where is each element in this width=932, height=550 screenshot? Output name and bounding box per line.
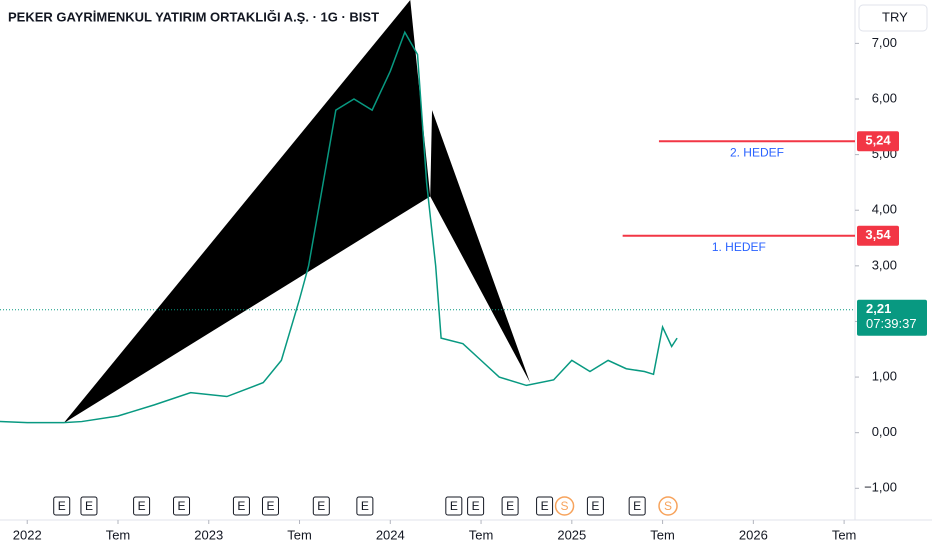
- event-label: E: [58, 499, 66, 513]
- y-tick-label: 3,00: [872, 257, 897, 272]
- target-name: 2. HEDEF: [730, 145, 784, 159]
- event-marker: [536, 496, 554, 516]
- event-marker: [261, 496, 279, 516]
- x-tick-label: 2024: [376, 527, 405, 542]
- event-marker: [554, 496, 575, 516]
- x-tick-label: 2022: [13, 527, 42, 542]
- x-tick-label: Tem: [287, 527, 312, 542]
- y-tick-label: 7,00: [872, 35, 897, 50]
- event-label: S: [561, 499, 569, 513]
- harmonic-pattern: [430, 110, 531, 383]
- last-price-box: [857, 299, 927, 336]
- currency-box[interactable]: [858, 4, 928, 32]
- event-label: E: [138, 499, 146, 513]
- event-label: E: [361, 499, 369, 513]
- event-marker: [312, 496, 330, 516]
- last-price: 2,21: [866, 301, 891, 316]
- plot: [0, 0, 678, 424]
- price-line: [0, 30, 678, 424]
- event-marker: [628, 496, 646, 516]
- price-label-box: [857, 131, 899, 152]
- y-tick-label: 0,00: [872, 424, 897, 439]
- currency[interactable]: TRY: [882, 9, 908, 24]
- y-tick-label: 1,00: [872, 369, 897, 384]
- event-marker: [658, 496, 678, 516]
- harmonic-pattern: [63, 0, 431, 424]
- x-tick-label: Tem: [469, 527, 494, 542]
- y-tick-label: −1,00: [864, 480, 897, 495]
- price-label: 3,54: [865, 227, 891, 242]
- event-label: E: [633, 499, 641, 513]
- price-label: 5,24: [865, 133, 891, 148]
- y-tick-label: 6,00: [872, 90, 897, 105]
- x-tick-label: Tem: [832, 527, 857, 542]
- event-label: E: [591, 499, 599, 513]
- event-marker: [467, 496, 485, 516]
- event-label: E: [450, 499, 458, 513]
- event-marker: [80, 496, 98, 516]
- event-label: S: [664, 499, 672, 513]
- y-tick-label: 4,00: [872, 202, 897, 217]
- price-label-box: [857, 225, 899, 246]
- x-tick-label: 2026: [739, 527, 768, 542]
- event-label: E: [178, 499, 186, 513]
- x-tick-label: 2023: [194, 527, 223, 542]
- x-tick-label: Tem: [650, 527, 675, 542]
- countdown: 07:39:37: [866, 316, 917, 331]
- chart-title: PEKER GAYRİMENKUL YATIRIM ORTAKLIĞI A.Ş.…: [8, 9, 379, 24]
- event-label: E: [541, 499, 549, 513]
- event-marker: [586, 496, 604, 516]
- event-label: E: [472, 499, 480, 513]
- x-tick-label: Tem: [106, 527, 131, 542]
- event-label: E: [237, 499, 245, 513]
- x-tick-label: 2025: [557, 527, 586, 542]
- event-label: E: [85, 499, 93, 513]
- event-marker: [53, 496, 71, 516]
- event-label: E: [506, 499, 514, 513]
- event-label: E: [266, 499, 274, 513]
- event-marker: [501, 496, 519, 516]
- target-name: 1. HEDEF: [712, 240, 766, 254]
- event-marker: [232, 496, 250, 516]
- event-label: E: [317, 499, 325, 513]
- event-marker: [133, 496, 151, 516]
- event-marker: [356, 496, 374, 516]
- event-marker: [445, 496, 463, 516]
- event-marker: [173, 496, 191, 516]
